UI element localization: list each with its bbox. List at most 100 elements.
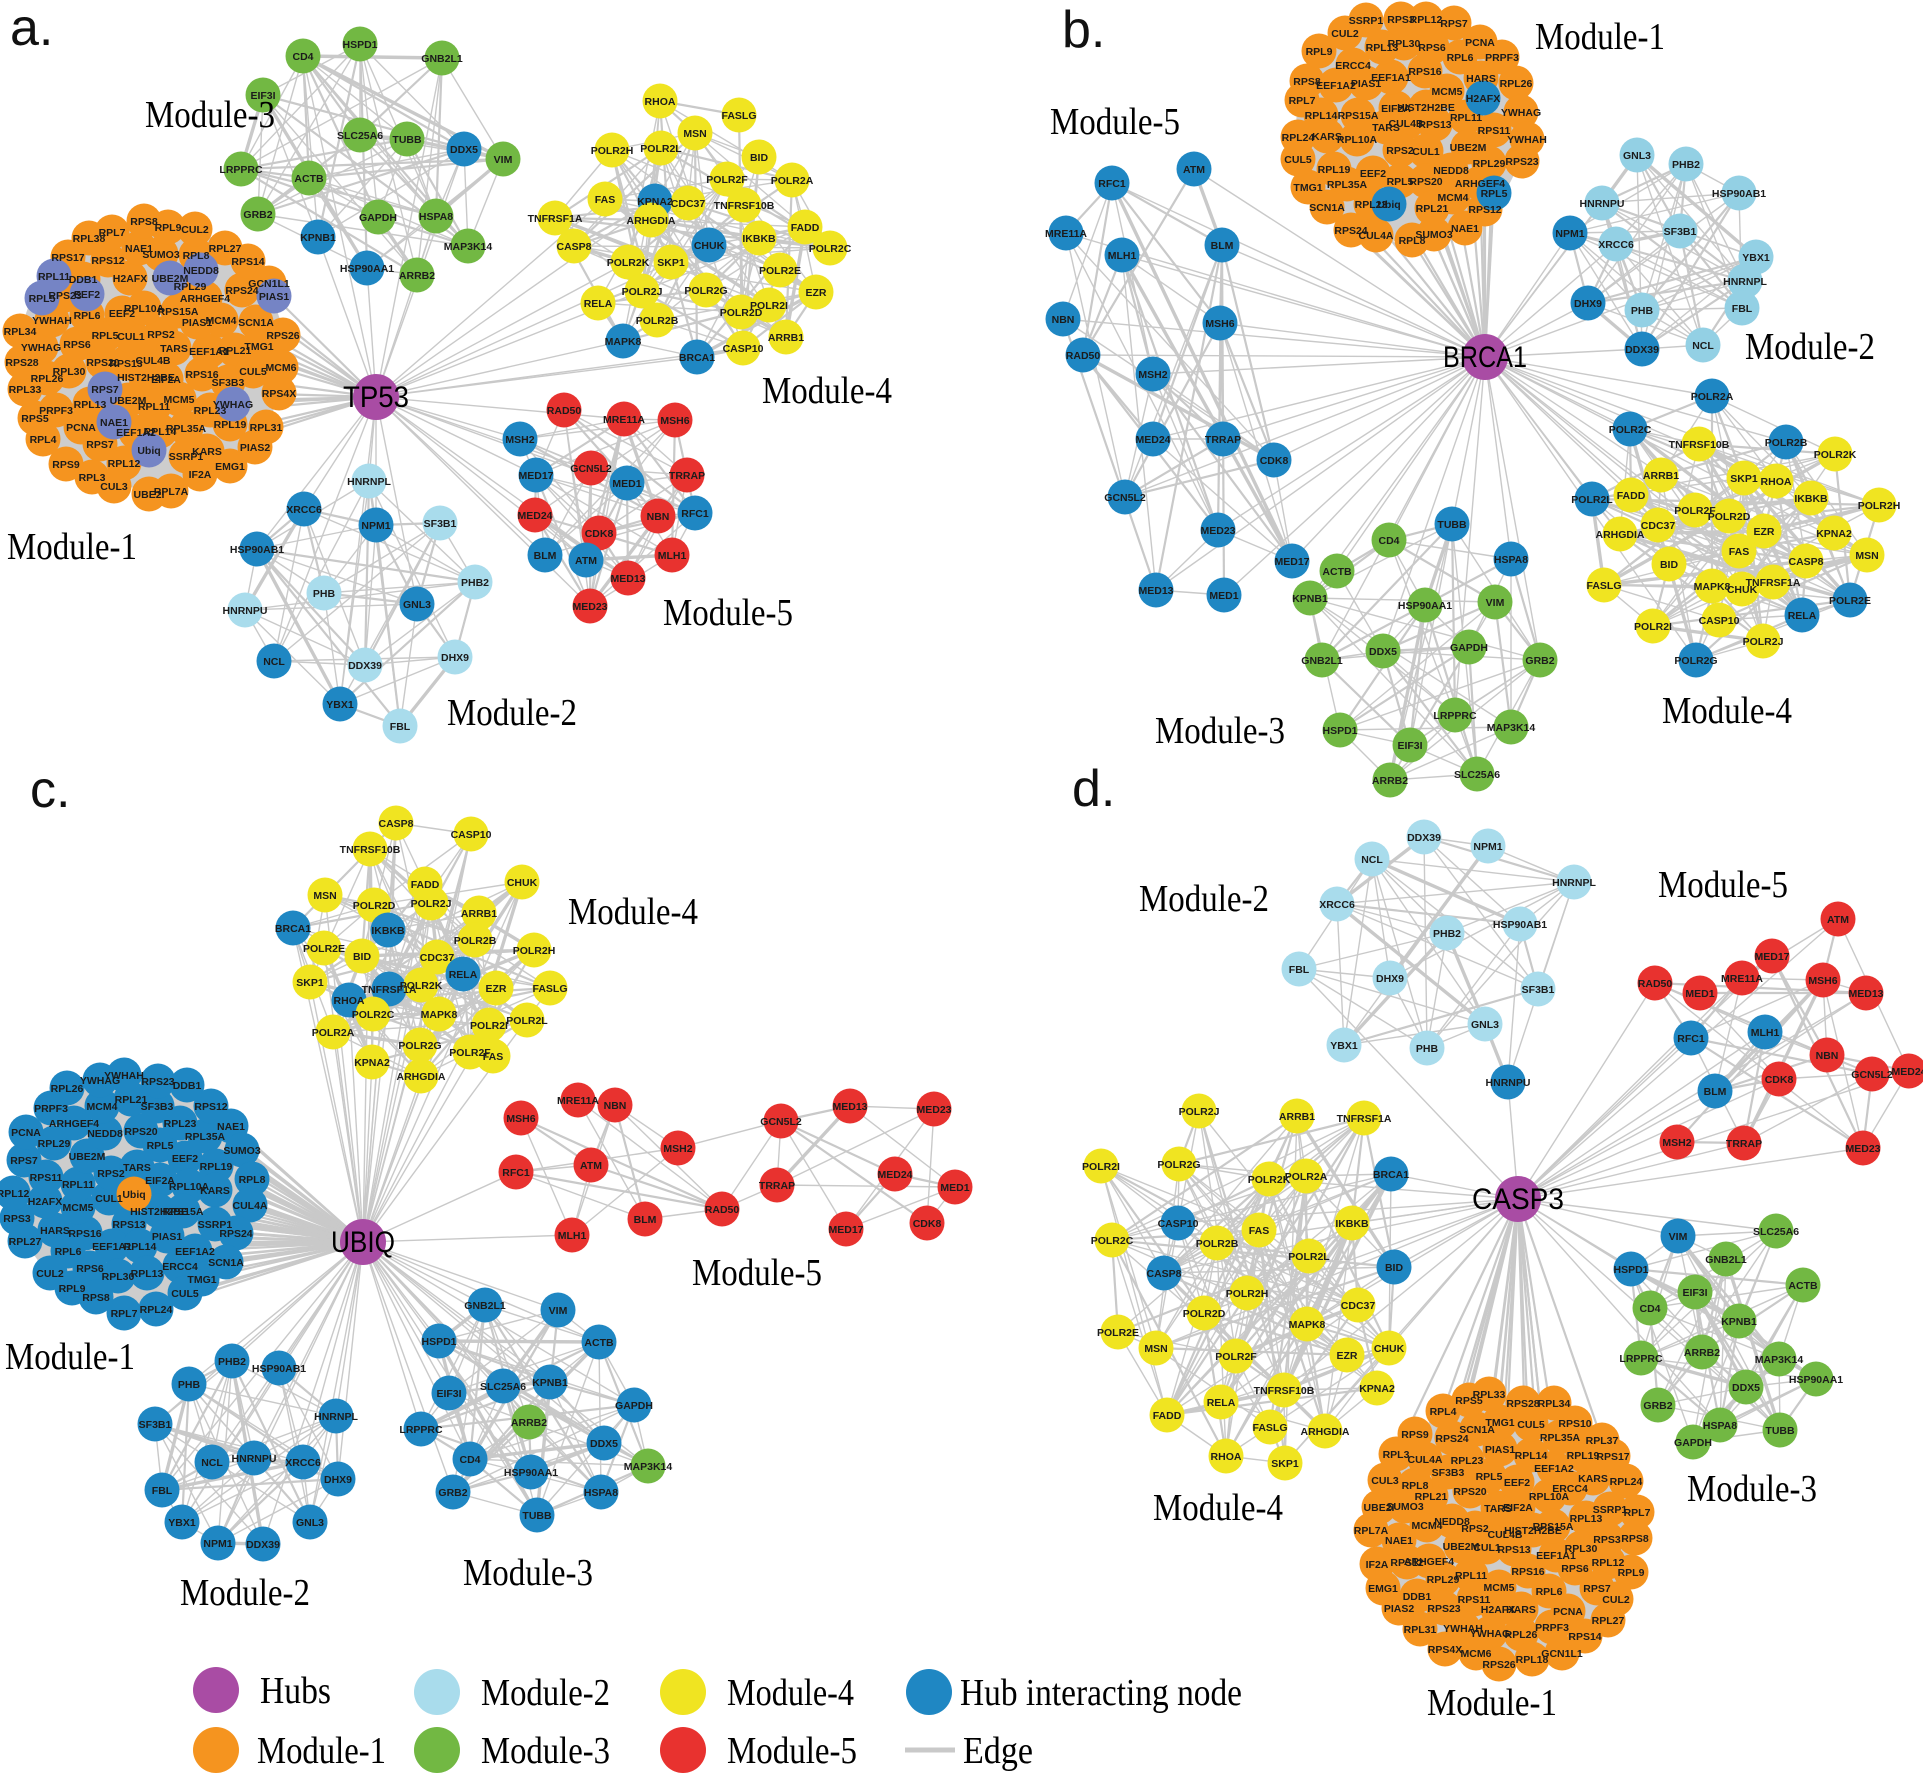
svg-text:POLR2E: POLR2E <box>1097 1327 1139 1339</box>
svg-text:ARHGDIA: ARHGDIA <box>1596 529 1645 541</box>
svg-text:TUBB: TUBB <box>1765 1425 1795 1437</box>
svg-text:POLR2A: POLR2A <box>1691 391 1734 403</box>
svg-text:TNFRSF10B: TNFRSF10B <box>714 200 775 212</box>
svg-text:PIAS1: PIAS1 <box>152 1231 183 1243</box>
svg-text:MLH1: MLH1 <box>1108 250 1137 262</box>
svg-text:RPL19: RPL19 <box>1318 164 1351 176</box>
svg-text:CUL4A: CUL4A <box>1407 1454 1442 1466</box>
svg-text:MED17: MED17 <box>1754 951 1789 963</box>
svg-text:MED24: MED24 <box>517 510 552 522</box>
svg-text:SKP1: SKP1 <box>657 257 685 269</box>
svg-text:CDK8: CDK8 <box>585 528 614 540</box>
svg-text:FBL: FBL <box>390 721 411 733</box>
svg-text:RPS14: RPS14 <box>231 256 264 268</box>
svg-text:NPM1: NPM1 <box>361 520 390 532</box>
svg-text:GRB2: GRB2 <box>1525 655 1554 667</box>
svg-text:YBX1: YBX1 <box>168 1517 196 1529</box>
svg-text:BRCA1: BRCA1 <box>275 923 311 935</box>
svg-text:CASP10: CASP10 <box>723 343 764 355</box>
svg-text:Module-1: Module-1 <box>7 526 137 568</box>
svg-text:GCN5L2: GCN5L2 <box>760 1116 802 1128</box>
svg-text:HIST2H2BE: HIST2H2BE <box>117 372 175 384</box>
svg-text:POLR2E: POLR2E <box>759 265 801 277</box>
svg-text:SF3B3: SF3B3 <box>141 1101 174 1113</box>
svg-text:MAP3K14: MAP3K14 <box>444 241 493 253</box>
svg-text:RHOA: RHOA <box>1211 1451 1242 1463</box>
svg-text:RPS6: RPS6 <box>1561 1563 1589 1575</box>
svg-text:NCL: NCL <box>1692 340 1714 352</box>
svg-text:EZR: EZR <box>1337 1350 1358 1362</box>
svg-text:HNRNPU: HNRNPU <box>1580 198 1625 210</box>
svg-text:RPS24: RPS24 <box>1334 225 1367 237</box>
svg-text:NCL: NCL <box>1361 854 1383 866</box>
svg-text:MSH6: MSH6 <box>506 1113 535 1125</box>
svg-text:RPL35A: RPL35A <box>1327 179 1368 191</box>
svg-text:SF3B1: SF3B1 <box>424 518 457 530</box>
svg-text:PIAS2: PIAS2 <box>1384 1603 1415 1615</box>
svg-text:EEF2: EEF2 <box>172 1153 198 1165</box>
svg-text:HARS: HARS <box>40 1225 70 1237</box>
svg-text:MSH2: MSH2 <box>1662 1137 1691 1149</box>
svg-text:RPL8: RPL8 <box>1399 235 1426 247</box>
svg-text:Module-5: Module-5 <box>663 592 793 634</box>
svg-text:RPL9: RPL9 <box>155 222 182 234</box>
svg-text:RPS15A: RPS15A <box>1338 110 1379 122</box>
svg-text:PHB: PHB <box>313 588 336 600</box>
svg-text:RPL19: RPL19 <box>200 1161 233 1173</box>
svg-text:ARRB1: ARRB1 <box>461 908 497 920</box>
svg-text:MAP3K14: MAP3K14 <box>1487 722 1536 734</box>
svg-text:RPS2: RPS2 <box>97 1168 125 1180</box>
svg-text:MED23: MED23 <box>1845 1143 1880 1155</box>
svg-text:EIF3I: EIF3I <box>436 1388 461 1400</box>
svg-text:YBX1: YBX1 <box>1742 252 1770 264</box>
svg-text:DDX39: DDX39 <box>348 660 382 672</box>
svg-text:TNFRSF10B: TNFRSF10B <box>1254 1385 1315 1397</box>
svg-text:NBN: NBN <box>1052 314 1075 326</box>
svg-text:RPL34: RPL34 <box>4 326 37 338</box>
svg-text:RPS23: RPS23 <box>1505 156 1538 168</box>
svg-text:TUBB: TUBB <box>522 1510 552 1522</box>
svg-text:POLR2C: POLR2C <box>1091 1235 1134 1247</box>
svg-text:TRRAP: TRRAP <box>1205 434 1241 446</box>
svg-text:RPS12: RPS12 <box>1468 204 1501 216</box>
svg-text:MED1: MED1 <box>1685 988 1714 1000</box>
svg-text:CUL3: CUL3 <box>1371 1475 1399 1487</box>
svg-text:GAPDH: GAPDH <box>1450 642 1488 654</box>
svg-text:EEF1A2: EEF1A2 <box>1316 80 1356 92</box>
svg-text:ARHGDIA: ARHGDIA <box>1301 1426 1350 1438</box>
svg-text:BLM: BLM <box>1704 1086 1727 1098</box>
svg-text:NEDD8: NEDD8 <box>183 265 219 277</box>
svg-text:RPS17: RPS17 <box>51 252 84 264</box>
svg-text:Module-4: Module-4 <box>568 891 698 933</box>
svg-text:SKP1: SKP1 <box>296 977 324 989</box>
svg-text:RPL6: RPL6 <box>74 310 101 322</box>
svg-text:RPL31: RPL31 <box>1404 1624 1437 1636</box>
svg-text:RPS11: RPS11 <box>1478 125 1511 137</box>
svg-text:POLR2K: POLR2K <box>607 257 650 269</box>
svg-text:RPL23: RPL23 <box>164 1118 197 1130</box>
svg-text:RPS20: RPS20 <box>1409 176 1442 188</box>
svg-text:IKBKB: IKBKB <box>1794 493 1828 505</box>
svg-text:HNRNPL: HNRNPL <box>347 476 391 488</box>
svg-text:POLR2H: POLR2H <box>1858 500 1901 512</box>
svg-text:RPL12: RPL12 <box>108 458 141 470</box>
svg-text:RPS23: RPS23 <box>1427 1603 1460 1615</box>
svg-text:RPS20: RPS20 <box>86 357 119 369</box>
svg-text:RPS17: RPS17 <box>1596 1451 1629 1463</box>
svg-text:POLR2D: POLR2D <box>1183 1308 1226 1320</box>
svg-text:POLR2D: POLR2D <box>720 307 763 319</box>
svg-text:NBN: NBN <box>604 1100 627 1112</box>
svg-text:RPL23: RPL23 <box>1355 199 1388 211</box>
svg-text:ERCC4: ERCC4 <box>162 1261 198 1273</box>
svg-text:RPS8: RPS8 <box>1293 76 1321 88</box>
svg-text:YWHAH: YWHAH <box>32 315 72 327</box>
svg-text:RPL4: RPL4 <box>1430 1406 1457 1418</box>
svg-text:SLC25A6: SLC25A6 <box>480 1381 526 1393</box>
svg-text:CUL5: CUL5 <box>171 1288 199 1300</box>
svg-text:EEF1A2: EEF1A2 <box>1534 1463 1574 1475</box>
svg-text:RPS16: RPS16 <box>1511 1566 1544 1578</box>
svg-text:RPL18: RPL18 <box>1516 1654 1549 1666</box>
svg-text:a.: a. <box>10 0 53 57</box>
svg-text:HSPD1: HSPD1 <box>1322 725 1357 737</box>
svg-text:ARRB1: ARRB1 <box>768 332 804 344</box>
